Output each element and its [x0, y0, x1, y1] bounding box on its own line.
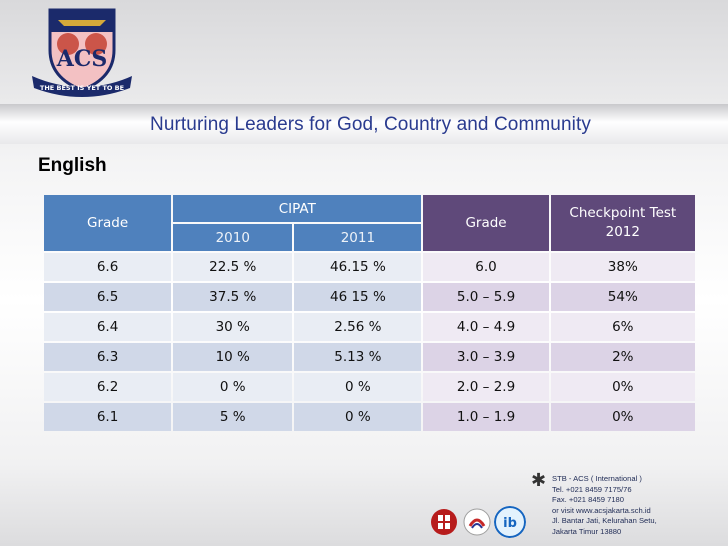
cipat-2011-cell: 0 % [294, 373, 422, 401]
grade-cell: 6.3 [44, 343, 172, 371]
grade-range-cell: 4.0 – 4.9 [423, 313, 549, 341]
grade-range-cell: 6.0 [423, 253, 549, 281]
grade-range-cell: 2.0 – 2.9 [423, 373, 549, 401]
cipat-2010-cell: 30 % [173, 313, 293, 341]
cipat-2011-cell: 0 % [294, 403, 422, 431]
results-table: Grade CIPAT Grade Checkpoint Test 2012 2… [42, 193, 697, 433]
grade-cell: 6.5 [44, 283, 172, 311]
checkpoint-cell: 38% [550, 253, 695, 281]
contact-info: STB - ACS ( International ) Tel. +021 84… [552, 474, 657, 538]
logo-monogram: ACS [56, 46, 107, 72]
cipat-2011-cell: 2.56 % [294, 313, 422, 341]
grade-cell: 6.1 [44, 403, 172, 431]
contact-line: Tel. +021 8459 7175/76 [552, 484, 632, 494]
year-2010-header: 2010 [173, 224, 293, 251]
year-2011-header: 2011 [294, 224, 422, 251]
header-row-1: Grade CIPAT Grade Checkpoint Test 2012 [44, 195, 695, 251]
cipat-2011-cell: 46 15 % [294, 283, 422, 311]
checkpoint-cell: 54% [550, 283, 695, 311]
contact-line: STB - ACS ( International ) [552, 474, 642, 483]
cipat-2010-cell: 37.5 % [173, 283, 293, 311]
logo-ribbon-text: THE BEST IS YET TO BE [40, 84, 124, 92]
cipat-2010-cell: 10 % [173, 343, 293, 371]
checkpoint-cell: 6% [550, 313, 695, 341]
checkpoint-header: Checkpoint Test 2012 [550, 195, 695, 251]
table-row: 6.2 0 % 0 % 2.0 – 2.9 0% [44, 373, 695, 401]
table-row: 6.4 30 % 2.56 % 4.0 – 4.9 6% [44, 313, 695, 341]
checkpoint-cell: 2% [550, 343, 695, 371]
table-row: 6.3 10 % 5.13 % 3.0 – 3.9 2% [44, 343, 695, 371]
cipat-2011-cell: 46.15 % [294, 253, 422, 281]
grade-cell: 6.2 [44, 373, 172, 401]
cipat-header: CIPAT [173, 195, 422, 222]
school-crest-logo: ACS THE BEST IS YET TO BE [32, 8, 132, 97]
contact-line: Fax. +021 8459 7180 [552, 495, 624, 505]
contact-line: or visit www.acsjakarta.sch.id [552, 505, 651, 515]
grade-range-cell: 5.0 – 5.9 [423, 283, 549, 311]
header-row-2: 2010 2011 [44, 224, 695, 251]
grade-cell: 6.4 [44, 313, 172, 341]
year-2011-label: 2011 [294, 229, 422, 246]
year-2010-label: 2010 [173, 229, 293, 246]
school-motto: Nurturing Leaders for God, Country and C… [150, 114, 591, 135]
grade-header-left: Grade [44, 195, 172, 251]
checkpoint-cell: 0% [550, 403, 695, 431]
motto-banner [0, 104, 728, 144]
table-row: 6.1 5 % 0 % 1.0 – 1.9 0% [44, 403, 695, 431]
grade-header-right: Grade [423, 195, 549, 251]
cipat-2010-cell: 5 % [173, 403, 293, 431]
partner-badge-icon [463, 508, 491, 536]
ib-badge-icon: ib [494, 506, 526, 538]
contact-line: Jl. Bantar Jati, Kelurahan Setu, [552, 516, 657, 526]
table-row: 6.6 22.5 % 46.15 % 6.0 38% [44, 253, 695, 281]
grade-cell: 6.6 [44, 253, 172, 281]
section-title: English [38, 155, 107, 176]
crest-badge-icon [431, 509, 457, 535]
cipat-2010-cell: 22.5 % [173, 253, 293, 281]
table-row: 6.5 37.5 % 46 15 % 5.0 – 5.9 54% [44, 283, 695, 311]
cipat-2011-cell: 5.13 % [294, 343, 422, 371]
contact-line: Jakarta Timur 13880 [552, 526, 622, 536]
asterisk-icon: ✱ [531, 470, 547, 490]
grade-range-cell: 3.0 – 3.9 [423, 343, 549, 371]
cipat-2010-cell: 0 % [173, 373, 293, 401]
svg-text:ib: ib [503, 516, 517, 531]
checkpoint-cell: 0% [550, 373, 695, 401]
grade-range-cell: 1.0 – 1.9 [423, 403, 549, 431]
